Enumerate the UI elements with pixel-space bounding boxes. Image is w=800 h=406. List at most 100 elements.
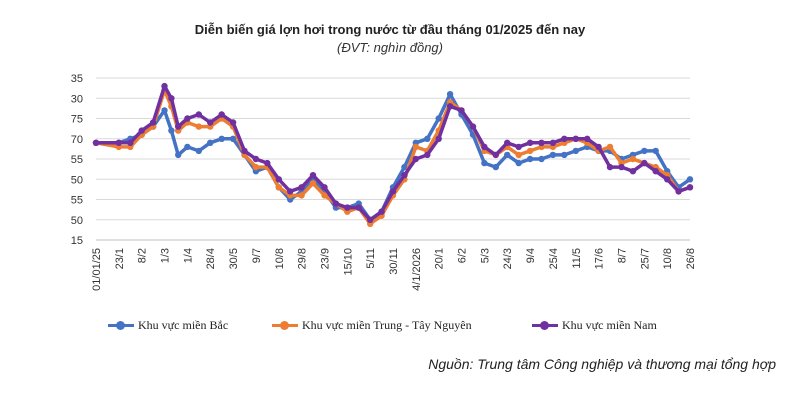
data-point (641, 159, 648, 167)
data-point (252, 155, 260, 163)
legend-item-mien-bac: Khu vực miền Bắc (108, 318, 228, 333)
data-point (321, 192, 328, 199)
data-point (309, 180, 317, 187)
data-point (492, 151, 499, 159)
source-note: Nguồn: Trung tâm Công nghiệp và thương m… (428, 356, 776, 372)
data-point (412, 155, 419, 163)
data-point (572, 147, 579, 155)
x-tick-label: 01/01/25 (91, 248, 103, 291)
data-point (218, 111, 225, 118)
x-tick-label: 8/2 (137, 248, 149, 263)
data-point (606, 143, 614, 151)
data-point (652, 147, 659, 155)
data-point (298, 192, 305, 199)
data-point (229, 119, 237, 126)
y-tick-label: 50 (71, 174, 83, 186)
legend-label-mien-bac: Khu vực miền Bắc (138, 318, 229, 332)
x-tick-label: 11/5 (571, 248, 583, 269)
x-tick-label: 10/8 (274, 248, 286, 269)
data-point (412, 143, 419, 151)
x-tick-label: 25/4 (548, 248, 560, 269)
data-point (138, 127, 145, 134)
x-tick-label: 15/10 (342, 248, 354, 276)
data-point (207, 119, 214, 126)
data-point (127, 139, 134, 146)
data-point (549, 139, 557, 146)
x-tick-label: 30/5 (228, 248, 240, 269)
x-tick-label: 23/9 (319, 248, 331, 269)
data-point (469, 123, 477, 130)
data-point (115, 139, 123, 146)
y-tick-label: 55 (71, 154, 83, 166)
data-point (435, 135, 442, 142)
legend-marker-mien-nam (532, 321, 558, 330)
data-point (504, 151, 511, 159)
x-tick-label: 26/8 (685, 248, 697, 269)
data-point (344, 204, 351, 211)
data-point (287, 188, 294, 195)
data-point (686, 176, 694, 183)
data-point (584, 135, 591, 142)
x-tick-label: 6/2 (457, 248, 469, 263)
x-tick-label: 30/11 (388, 248, 400, 275)
data-point (401, 172, 408, 179)
data-point (168, 95, 175, 102)
series-0 (92, 91, 694, 223)
data-point (538, 155, 545, 163)
data-point (195, 111, 202, 118)
series-line (94, 88, 692, 226)
y-tick-label: 35 (71, 73, 83, 85)
x-tick-label: 5/11 (365, 248, 377, 269)
y-tick-label: 30 (71, 93, 83, 105)
data-point (168, 127, 175, 134)
legend-label-mien-trung: Khu vực miền Trung - Tây Nguyên (302, 318, 472, 332)
data-point (252, 163, 260, 171)
data-point (275, 184, 282, 191)
y-tick-label: 15 (71, 235, 83, 247)
data-point (641, 147, 648, 155)
data-point (367, 216, 374, 223)
data-point (504, 139, 511, 146)
y-tick-label: 55 (71, 195, 83, 207)
series-line (94, 92, 692, 222)
data-point (538, 139, 545, 146)
x-tick-label: 9/4 (525, 248, 537, 263)
data-point (264, 159, 271, 167)
series-2 (92, 82, 694, 223)
chart-title: Diễn biến giá lợn hơi trong nước từ đầu … (194, 22, 586, 37)
data-point (424, 135, 431, 142)
x-tick-label: 24/3 (502, 248, 514, 269)
data-point (481, 143, 488, 151)
data-point (481, 159, 488, 167)
data-point (686, 184, 694, 191)
data-point (595, 143, 602, 151)
x-tick-label: 28/4 (205, 248, 217, 269)
data-point (492, 163, 499, 171)
chart-subtitle: (ĐVT: nghìn đồng) (337, 40, 443, 55)
data-point (207, 139, 214, 146)
data-point (92, 139, 100, 146)
x-tick-label: 1/3 (160, 248, 172, 263)
data-point (446, 103, 454, 110)
data-point (378, 208, 385, 215)
data-point (355, 204, 362, 211)
legend-marker-mien-bac (108, 321, 134, 330)
data-point (435, 115, 442, 122)
x-tick-label: 29/8 (297, 248, 309, 269)
data-point (549, 151, 557, 159)
data-point (195, 123, 202, 130)
data-point (321, 184, 328, 191)
data-point (561, 151, 568, 159)
x-tick-label: 8/7 (616, 248, 628, 263)
data-point (218, 135, 225, 142)
x-tick-label: 20/1 (434, 248, 446, 269)
data-point (446, 91, 454, 98)
y-tick-label: 70 (71, 134, 83, 146)
x-tick-label: 17/6 (594, 248, 606, 269)
x-tick-label: 23/1 (114, 248, 126, 269)
data-point (389, 188, 397, 195)
legend-label-mien-nam: Khu vực miền Nam (562, 318, 657, 332)
y-tick-label: 50 (71, 215, 83, 227)
data-point (229, 135, 237, 142)
